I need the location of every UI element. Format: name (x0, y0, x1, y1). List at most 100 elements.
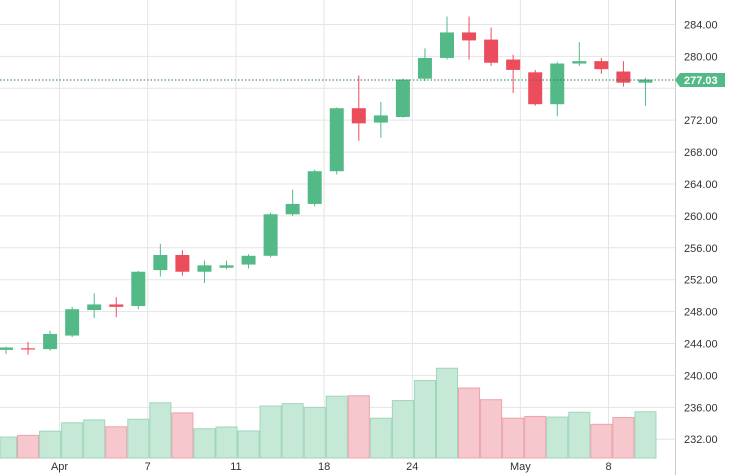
candle (395, 78, 410, 118)
candle-body (197, 265, 212, 272)
volume-bar (391, 400, 414, 459)
price-tick-label: 256.00 (684, 243, 718, 255)
candle-body (21, 348, 36, 350)
candle-body (153, 254, 168, 271)
volume-bar (347, 395, 370, 459)
candle (175, 250, 190, 276)
volume-bar (303, 406, 326, 459)
price-tick-label: 244.00 (684, 339, 718, 351)
candle-body (263, 214, 278, 256)
candle-body (131, 271, 146, 307)
candle (638, 77, 653, 106)
candle (417, 48, 432, 82)
candle-body (395, 79, 410, 117)
price-tick-label: 232.00 (684, 434, 718, 446)
price-tick-label: 264.00 (684, 179, 718, 191)
candle (373, 101, 388, 138)
candle-body (572, 61, 587, 64)
candle (506, 54, 521, 94)
candle-body (43, 333, 58, 350)
volume-bar (39, 430, 62, 459)
price-tick-label: 280.00 (684, 51, 718, 63)
volume-bar (105, 426, 128, 459)
candle-body (616, 71, 631, 83)
price-tick-label: 260.00 (684, 211, 718, 223)
last-price-tag-background (675, 73, 725, 88)
candle-body (65, 309, 80, 336)
candle-body (285, 203, 300, 215)
candle (616, 61, 631, 87)
candle (484, 27, 499, 66)
volume-bar (149, 402, 172, 459)
volume-bar (171, 412, 194, 459)
candle (0, 346, 13, 354)
price-tick-label: 236.00 (684, 402, 718, 414)
volume-bar (215, 426, 238, 459)
candle-body (329, 108, 344, 172)
time-tick-label: 11 (230, 461, 241, 473)
price-tick-label: 284.00 (684, 19, 718, 31)
candle (550, 61, 565, 117)
candle-body (241, 255, 256, 265)
candle-body (484, 39, 499, 63)
candle-body (219, 265, 234, 268)
volume-layer (0, 367, 657, 459)
volume-bar (546, 416, 569, 459)
volume-bar (458, 387, 481, 459)
volume-bar (612, 417, 635, 459)
time-axis[interactable]: Apr 7 11 18 24 May 8 (51, 461, 612, 473)
volume-bar (17, 434, 40, 459)
candle (219, 260, 234, 270)
candle (131, 270, 146, 310)
volume-bar (369, 417, 392, 459)
volume-bar (281, 403, 304, 459)
time-tick-label: 7 (145, 461, 151, 473)
candle-body (417, 57, 432, 79)
candle-body (506, 59, 521, 70)
candle-body (87, 304, 102, 311)
volume-bar (435, 367, 459, 459)
candle (462, 16, 477, 60)
candle-body (462, 32, 477, 41)
candle-body (638, 79, 653, 83)
candle (307, 169, 322, 207)
price-tick-label: 268.00 (684, 147, 718, 159)
volume-bar (83, 419, 106, 459)
candle (65, 306, 80, 338)
volume-bar (61, 422, 84, 459)
candle-body (307, 171, 322, 204)
candle (109, 297, 124, 318)
candle-body (351, 108, 366, 124)
volume-bar (237, 430, 260, 459)
grid-layer (0, 0, 675, 458)
volume-bar (480, 399, 503, 459)
time-tick-label: 8 (605, 461, 611, 473)
last-price-value: 277.03 (684, 75, 718, 87)
volume-bar (193, 428, 216, 459)
candle-body (109, 304, 124, 307)
candle-body (550, 63, 565, 105)
candle (153, 243, 168, 277)
volume-bar (325, 395, 348, 459)
price-axis[interactable]: 232.00 236.00 240.00 244.00 248.00 252.00 256.… (675, 0, 718, 475)
time-tick-label: May (510, 461, 531, 473)
candle (263, 212, 278, 258)
time-tick-label: 18 (318, 461, 330, 473)
candle (241, 254, 256, 269)
candle (528, 69, 543, 106)
candle (572, 42, 587, 66)
last-price-tag: 277.03 (675, 73, 725, 88)
volume-bar (502, 417, 525, 459)
volume-bar (413, 380, 436, 459)
candle (197, 260, 212, 283)
candle-layer (0, 16, 653, 355)
candle-body (440, 32, 454, 58)
candle (351, 75, 366, 141)
volume-bar (524, 415, 547, 459)
time-tick-label: 24 (406, 461, 418, 473)
candle (43, 330, 58, 351)
volume-bar (127, 418, 150, 459)
volume-bar (590, 423, 613, 459)
candle (440, 16, 454, 60)
